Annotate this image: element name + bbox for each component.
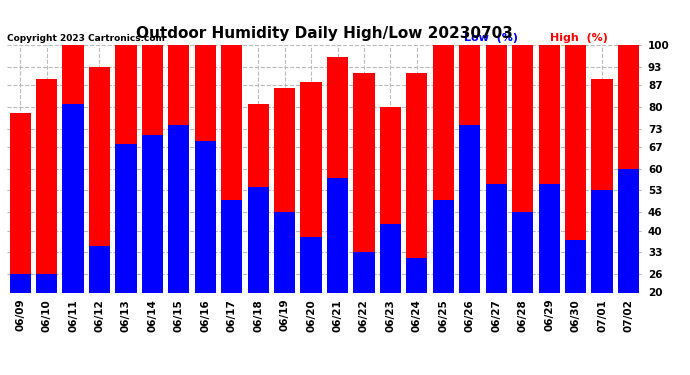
Text: Copyright 2023 Cartronics.com: Copyright 2023 Cartronics.com [7,33,165,42]
Bar [221,45,242,354]
Bar [618,45,639,354]
Bar [486,184,507,354]
Bar [195,141,216,354]
Bar [539,45,560,354]
Bar [486,45,507,354]
Bar [380,107,401,354]
Bar [618,169,639,354]
Bar [115,144,137,354]
Bar [565,45,586,354]
Bar [433,45,454,354]
Text: Low  (%): Low (%) [464,33,518,42]
Bar [89,67,110,354]
Bar [115,45,137,354]
Bar [512,212,533,354]
Bar [539,184,560,354]
Bar [301,82,322,354]
Bar [248,104,269,354]
Bar [274,212,295,354]
Bar [327,178,348,354]
Bar [168,125,189,354]
Bar [63,45,83,354]
Bar [274,88,295,354]
Bar [10,113,31,354]
Bar [327,57,348,354]
Bar [63,104,83,354]
Bar [248,188,269,354]
Bar [142,135,163,354]
Bar [591,79,613,354]
Text: High  (%): High (%) [550,33,607,42]
Bar [301,237,322,354]
Bar [36,274,57,354]
Bar [380,224,401,354]
Bar [591,190,613,354]
Bar [353,252,375,354]
Bar [565,240,586,354]
Bar [460,45,480,354]
Bar [406,73,428,354]
Bar [406,258,428,354]
Title: Outdoor Humidity Daily High/Low 20230703: Outdoor Humidity Daily High/Low 20230703 [136,26,513,41]
Bar [221,200,242,354]
Bar [460,125,480,354]
Bar [433,200,454,354]
Bar [36,79,57,354]
Bar [142,45,163,354]
Bar [89,246,110,354]
Bar [10,274,31,354]
Bar [353,73,375,354]
Bar [195,45,216,354]
Bar [168,45,189,354]
Bar [512,45,533,354]
